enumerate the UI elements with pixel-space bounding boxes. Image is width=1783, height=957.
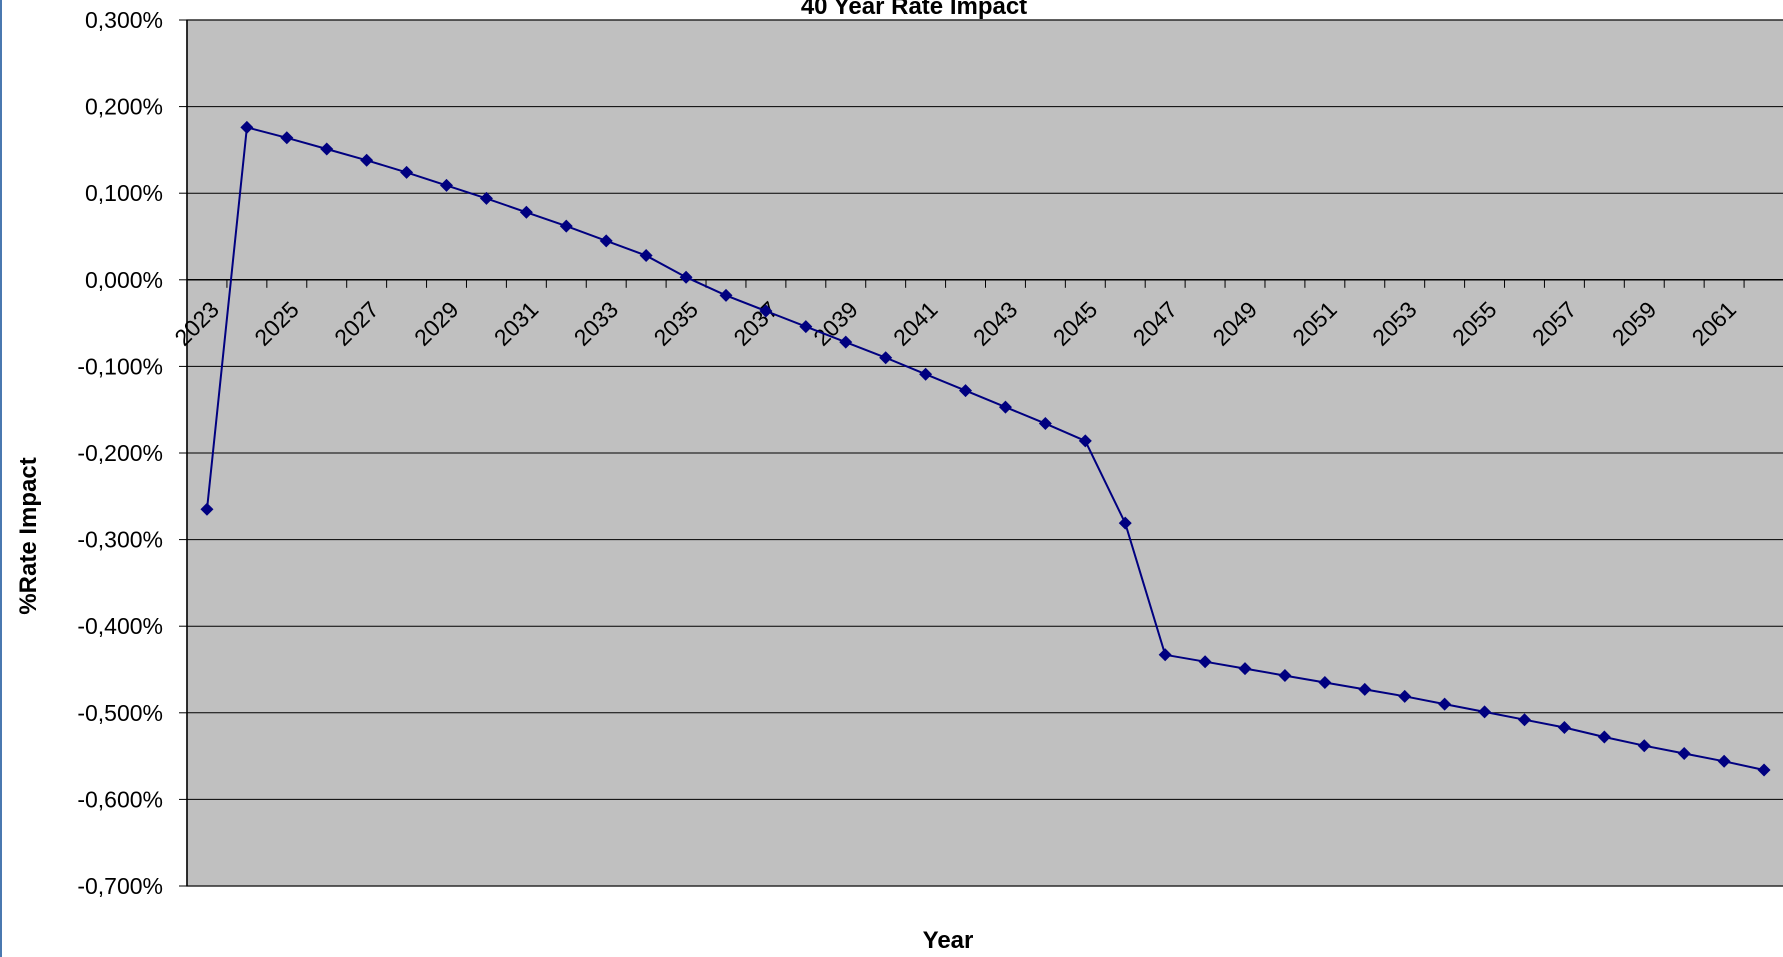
data-point (1677, 747, 1691, 761)
data-point (1078, 434, 1092, 448)
y-tick-label: -0,700% (77, 873, 163, 899)
data-point (919, 367, 933, 381)
data-point (1637, 739, 1651, 753)
data-point (1517, 713, 1531, 727)
series-group (200, 120, 1771, 777)
y-tick-label: 0,100% (85, 180, 163, 206)
data-point (759, 304, 773, 318)
x-axis-label: Year (923, 927, 974, 954)
data-point (240, 120, 254, 134)
grid-lines (187, 19, 1783, 887)
y-tick-label: -0,100% (77, 353, 163, 379)
data-point (1158, 648, 1172, 662)
data-point (998, 400, 1012, 414)
y-tick-label: 0,300% (85, 7, 163, 33)
data-point (1597, 730, 1611, 744)
data-point (839, 335, 853, 349)
data-point (1318, 675, 1332, 689)
data-point (879, 351, 893, 365)
data-point (479, 191, 493, 205)
chart-title: 40 Year Rate Impact (801, 0, 1027, 20)
data-point (1278, 669, 1292, 683)
data-point (1358, 682, 1372, 696)
series-line (206, 126, 1765, 771)
y-tick-label: -0,300% (77, 527, 163, 553)
data-point (1198, 655, 1212, 669)
y-tick-label: -0,400% (77, 613, 163, 639)
data-point (320, 142, 334, 156)
y-tick-label: -0,500% (77, 700, 163, 726)
data-point (1038, 417, 1052, 431)
y-axis-label: %Rate Impact (15, 457, 42, 614)
data-point (599, 234, 613, 248)
data-point (679, 270, 693, 284)
data-point (200, 502, 214, 516)
data-point (1757, 763, 1771, 777)
data-point (1238, 662, 1252, 676)
data-point (440, 178, 454, 192)
data-point (1557, 721, 1571, 735)
data-point (559, 219, 573, 233)
y-tick-label: 0,200% (85, 94, 163, 120)
data-point (1478, 705, 1492, 719)
data-point (719, 288, 733, 302)
data-point (360, 153, 374, 167)
data-point (799, 320, 813, 334)
data-point (1717, 754, 1731, 768)
y-tick-label: 0,000% (85, 267, 163, 293)
data-point (959, 384, 973, 398)
data-point (639, 249, 653, 263)
data-point (280, 131, 294, 145)
y-tick-label: -0,200% (77, 440, 163, 466)
data-point (1118, 516, 1132, 530)
data-point (400, 165, 414, 179)
data-point (1398, 689, 1412, 703)
data-point (519, 205, 533, 219)
y-tick-label: -0,600% (77, 786, 163, 812)
data-point (1438, 697, 1452, 711)
y-axis: 0,300% 0,200% 0,100% 0,000% -0,100% -0,200% -0… (77, 7, 188, 899)
